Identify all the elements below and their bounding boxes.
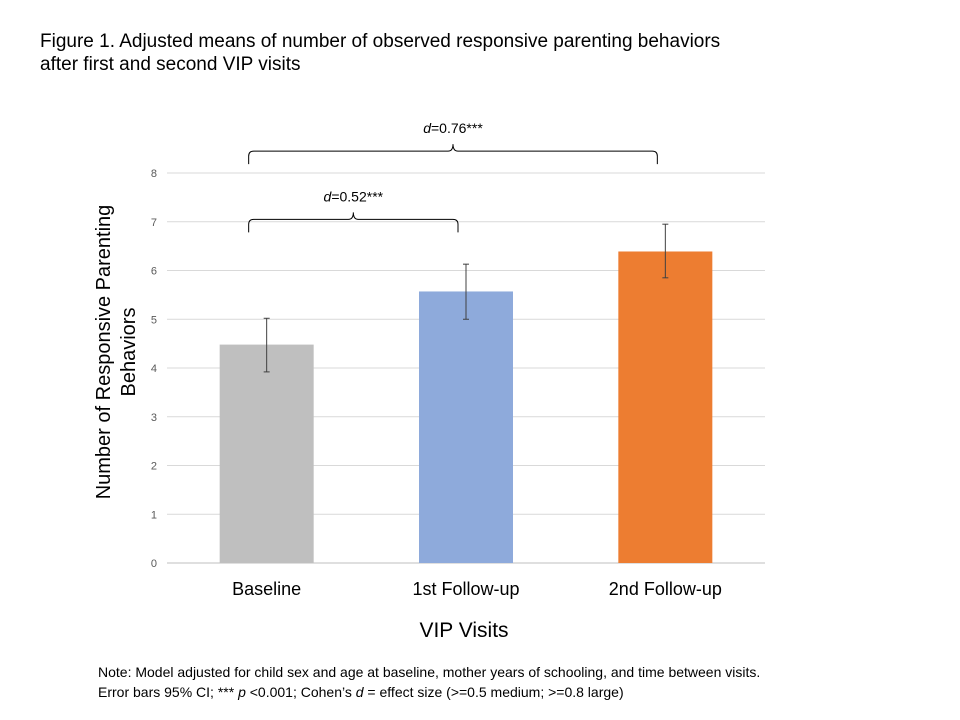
annotation-brace-1 bbox=[248, 144, 658, 165]
note-line-2: Error bars 95% CI; *** p <0.001; Cohen’s… bbox=[98, 682, 938, 702]
x-category-label: 1st Follow-up bbox=[412, 579, 519, 599]
bar-1 bbox=[419, 291, 513, 563]
bars bbox=[219, 251, 713, 564]
y-tick-label: 4 bbox=[151, 363, 157, 375]
effect-size-annotations: d=0.52*** d=0.76*** bbox=[248, 120, 658, 233]
x-category-label: 2nd Follow-up bbox=[609, 579, 722, 599]
annotation-brace-0 bbox=[248, 212, 459, 233]
y-axis-label: Number of Responsive Parenting Behaviors bbox=[93, 205, 140, 500]
y-tick-label: 2 bbox=[151, 461, 157, 473]
y-axis-ticks: 0 1 2 3 4 5 6 7 8 bbox=[151, 168, 157, 570]
x-category-label: Baseline bbox=[232, 579, 301, 599]
annotation-label-1: d=0.76*** bbox=[423, 120, 483, 136]
y-tick-label: 5 bbox=[151, 314, 157, 326]
chart-title-line-2: after first and second VIP visits bbox=[40, 54, 301, 75]
y-tick-label: 7 bbox=[151, 217, 157, 229]
chart-title-line-1: Figure 1. Adjusted means of number of ob… bbox=[40, 31, 721, 52]
chart-note: Note: Model adjusted for child sex and a… bbox=[98, 662, 938, 702]
error-bars bbox=[263, 223, 669, 373]
bar-2 bbox=[618, 251, 713, 564]
y-tick-label: 0 bbox=[151, 558, 157, 570]
bar-chart: 0 1 2 3 4 5 6 7 8 Baseline 1st Follow-up 2nd Follo… bbox=[93, 120, 765, 642]
y-tick-label: 8 bbox=[151, 168, 157, 180]
note-p-symbol: p bbox=[238, 684, 246, 700]
y-axis-label-line-1: Number of Responsive Parenting bbox=[93, 205, 115, 500]
y-tick-label: 3 bbox=[151, 412, 157, 424]
x-axis-categories: Baseline 1st Follow-up 2nd Follow-up bbox=[232, 579, 722, 599]
note-mid: <0.001; Cohen’s bbox=[245, 684, 356, 700]
y-tick-label: 6 bbox=[151, 266, 157, 278]
x-axis-label: VIP Visits bbox=[419, 619, 508, 642]
annotation-label-0: d=0.52*** bbox=[324, 188, 384, 204]
bar-0 bbox=[219, 344, 314, 563]
chart-title: Figure 1. Adjusted means of number of ob… bbox=[40, 30, 900, 76]
note-d-symbol: d bbox=[355, 684, 364, 700]
note-line-1: Note: Model adjusted for child sex and a… bbox=[98, 664, 761, 680]
y-tick-label: 1 bbox=[151, 509, 157, 521]
y-axis-label-line-2: Behaviors bbox=[118, 308, 140, 397]
note-suffix: = effect size (>=0.5 medium; >=0.8 large… bbox=[363, 684, 624, 700]
note-prefix: Error bars 95% CI; *** bbox=[98, 684, 239, 700]
